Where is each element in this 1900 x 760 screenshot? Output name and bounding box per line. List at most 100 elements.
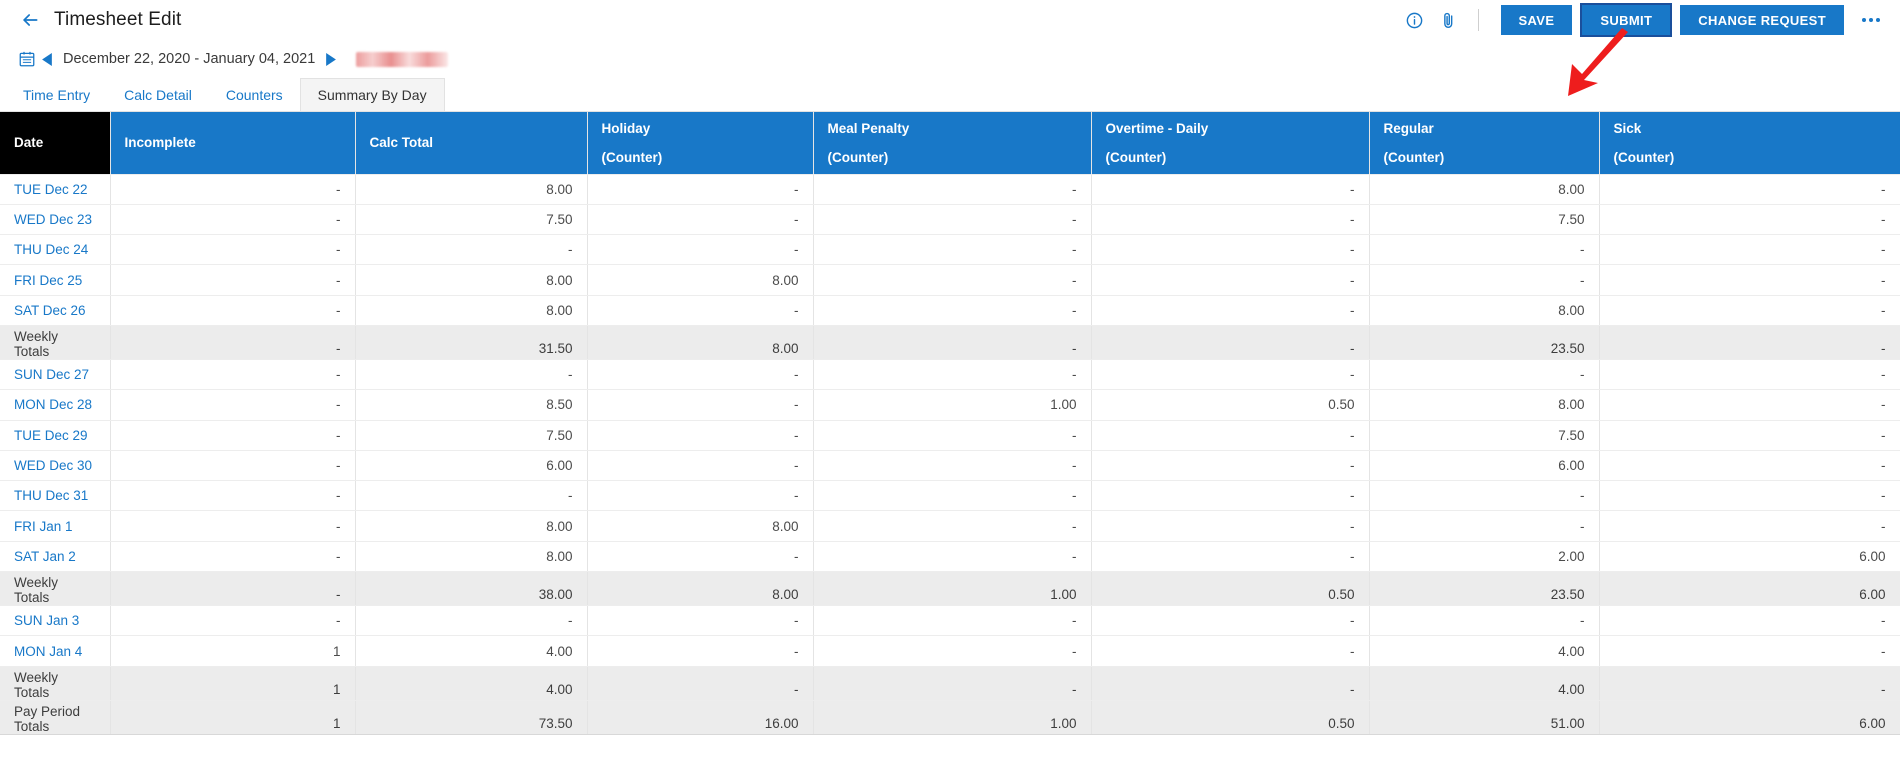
date-link[interactable]: FRI Dec 25 [0, 264, 111, 296]
column-header-calc-total[interactable]: Calc Total [355, 112, 588, 175]
table-row: FRI Dec 25-8.00 8.00- - - - [0, 264, 1900, 296]
cell-regular: 6.00 [1369, 450, 1600, 482]
date-link[interactable]: TUE Dec 29 [0, 420, 111, 451]
cell-incomplete: - [110, 571, 356, 607]
table-header: Date Incomplete Calc Total Holiday (Coun… [0, 112, 1900, 175]
cell-holiday: 8.00 [587, 264, 814, 296]
page-title: Timesheet Edit [54, 9, 182, 30]
cell-holiday: - [587, 450, 814, 482]
date-link[interactable]: WED Dec 23 [0, 204, 111, 236]
cell-incomplete: - [110, 605, 356, 637]
toolbar-actions: SAVE SUBMIT CHANGE REQUEST [1398, 3, 1888, 37]
cell-regular: - [1369, 359, 1600, 391]
cell-holiday: - [587, 420, 814, 451]
calendar-icon[interactable] [18, 50, 36, 68]
table-row: MON Dec 28-8.50-1.00 0.50 8.00- [0, 389, 1900, 421]
tab-summary-by-day[interactable]: Summary By Day [299, 78, 445, 111]
column-header-sick[interactable]: Sick (Counter) [1599, 112, 1900, 175]
date-link[interactable]: MON Dec 28 [0, 389, 111, 421]
date-link[interactable]: WED Dec 30 [0, 450, 111, 482]
date-link[interactable]: MON Jan 4 [0, 635, 111, 667]
date-link[interactable]: SUN Jan 3 [0, 605, 111, 637]
column-header-meal-penalty-label: Meal Penalty [827, 120, 910, 136]
cell-holiday: 8.00 [587, 571, 814, 607]
pay-period-navigator: December 22, 2020 - January 04, 2021 [0, 40, 1900, 78]
table-row: SUN Dec 27- - - - - - - [0, 359, 1900, 391]
totals-row-label: Weekly Totals [0, 571, 111, 607]
column-header-meal-penalty[interactable]: Meal Penalty (Counter) [813, 112, 1092, 175]
cell-sick: - [1599, 325, 1900, 360]
column-header-holiday-sub: (Counter) [601, 149, 663, 165]
submit-button[interactable]: SUBMIT [1580, 3, 1673, 37]
cell-calc_total: 8.00 [355, 174, 588, 205]
pay-period-totals-row: Pay Period Totals 1 73.50 16.00 1.00 0.50 51.0… [0, 700, 1900, 735]
tab-counters[interactable]: Counters [225, 86, 283, 103]
date-link[interactable]: SAT Jan 2 [0, 541, 111, 573]
cell-regular: - [1369, 264, 1600, 296]
cell-meal_penalty: - [813, 666, 1092, 701]
cell-calc_total: - [355, 359, 588, 391]
date-link[interactable]: THU Dec 24 [0, 234, 111, 266]
column-header-regular-sub: (Counter) [1383, 149, 1445, 165]
column-header-regular[interactable]: Regular (Counter) [1369, 112, 1600, 175]
cell-holiday: - [587, 541, 814, 573]
column-header-overtime-daily[interactable]: Overtime - Daily (Counter) [1091, 112, 1370, 175]
paperclip-icon[interactable] [1432, 3, 1466, 37]
next-period-button[interactable] [319, 52, 342, 66]
table-row: THU Dec 31- - - - - - - [0, 480, 1900, 512]
weekly-totals-row: Weekly Totals -38.00 8.00 1.00 0.50 23.50 6.00 [0, 571, 1900, 607]
cell-sick: - [1599, 389, 1900, 421]
cell-incomplete: - [110, 480, 356, 512]
cell-calc_total: 38.00 [355, 571, 588, 607]
cell-incomplete: - [110, 420, 356, 451]
cell-calc_total: 6.00 [355, 450, 588, 482]
totals-row-label: Weekly Totals [0, 666, 111, 701]
tab-calc-detail[interactable]: Calc Detail [124, 86, 192, 103]
cell-calc_total: 8.00 [355, 295, 588, 326]
cell-regular: - [1369, 480, 1600, 512]
employee-name-redacted [356, 51, 449, 67]
date-link[interactable]: SAT Dec 26 [0, 295, 111, 326]
cell-overtime_daily: - [1091, 359, 1370, 391]
cell-holiday: 16.00 [587, 700, 814, 735]
cell-sick: 6.00 [1599, 541, 1900, 573]
date-link[interactable]: THU Dec 31 [0, 480, 111, 512]
date-link[interactable]: TUE Dec 22 [0, 174, 111, 205]
cell-incomplete: - [110, 359, 356, 391]
cell-incomplete: - [110, 325, 356, 360]
cell-meal_penalty: - [813, 234, 1092, 266]
tab-time-entry[interactable]: Time Entry [23, 86, 91, 103]
change-request-button[interactable]: CHANGE REQUEST [1680, 5, 1844, 35]
column-header-holiday[interactable]: Holiday (Counter) [587, 112, 814, 175]
cell-meal_penalty: 1.00 [813, 700, 1092, 735]
view-tabs: Time Entry Calc Detail Counters Summary … [0, 78, 1900, 112]
totals-row-label: Weekly Totals [0, 325, 111, 360]
date-link[interactable]: FRI Jan 1 [0, 510, 111, 542]
summary-table-container: Date Incomplete Calc Total Holiday (Coun… [0, 112, 1900, 744]
cell-calc_total: - [355, 234, 588, 266]
prev-period-button[interactable] [36, 52, 59, 66]
cell-overtime_daily: - [1091, 264, 1370, 296]
cell-holiday: - [587, 359, 814, 391]
column-header-date[interactable]: Date [0, 112, 111, 175]
save-button[interactable]: SAVE [1500, 5, 1573, 35]
date-link[interactable]: SUN Dec 27 [0, 359, 111, 391]
cell-overtime_daily: - [1091, 450, 1370, 482]
table-row: MON Jan 4 1 4.00- - -4.00- [0, 635, 1900, 667]
cell-sick: - [1599, 174, 1900, 205]
cell-incomplete: - [110, 541, 356, 573]
cell-meal_penalty: - [813, 264, 1092, 296]
info-circle-icon[interactable] [1398, 3, 1432, 37]
cell-overtime_daily: - [1091, 480, 1370, 512]
cell-incomplete: - [110, 389, 356, 421]
ellipsis-icon[interactable] [1854, 3, 1888, 37]
cell-sick: - [1599, 450, 1900, 482]
column-header-holiday-label: Holiday [601, 120, 651, 136]
cell-holiday: - [587, 204, 814, 236]
arrow-left-icon[interactable] [18, 8, 42, 32]
table-row: THU Dec 24- - - - - - - [0, 234, 1900, 266]
cell-sick: - [1599, 234, 1900, 266]
column-header-incomplete[interactable]: Incomplete [110, 112, 356, 175]
cell-overtime_daily: 0.50 [1091, 700, 1370, 735]
